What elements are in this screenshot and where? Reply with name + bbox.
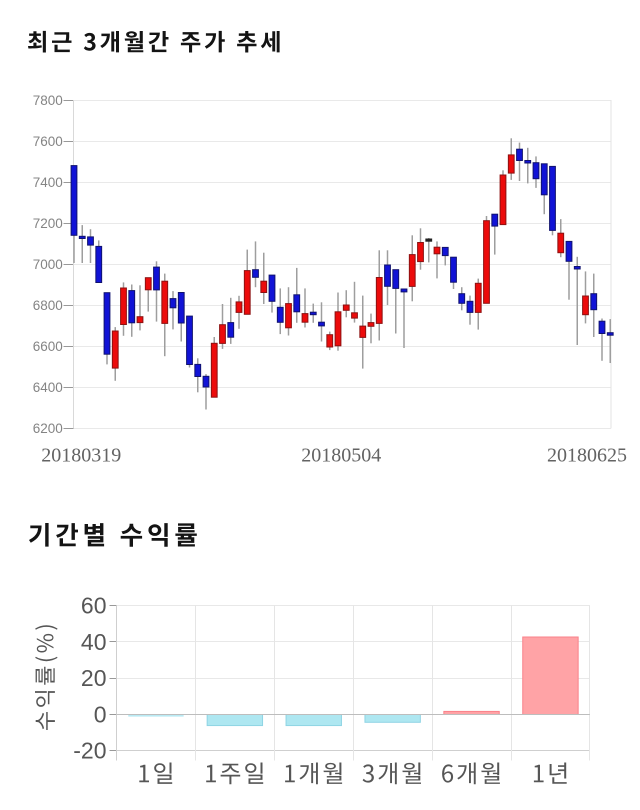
svg-text:6400: 6400	[33, 380, 63, 395]
svg-text:6800: 6800	[33, 298, 63, 313]
svg-text:60: 60	[81, 593, 107, 619]
svg-text:20180504: 20180504	[301, 444, 381, 466]
svg-text:7800: 7800	[33, 93, 63, 108]
svg-text:0: 0	[94, 701, 107, 727]
svg-text:6200: 6200	[33, 421, 63, 436]
svg-text:6600: 6600	[33, 339, 63, 354]
svg-text:20: 20	[81, 665, 107, 691]
svg-text:-20: -20	[73, 738, 106, 764]
svg-text:20180625: 20180625	[547, 444, 627, 466]
svg-text:7400: 7400	[33, 175, 63, 190]
svg-text:40: 40	[81, 629, 107, 655]
svg-text:7600: 7600	[33, 134, 63, 149]
svg-text:7000: 7000	[33, 257, 63, 272]
svg-text:7200: 7200	[33, 216, 63, 231]
svg-text:20180319: 20180319	[41, 444, 121, 466]
